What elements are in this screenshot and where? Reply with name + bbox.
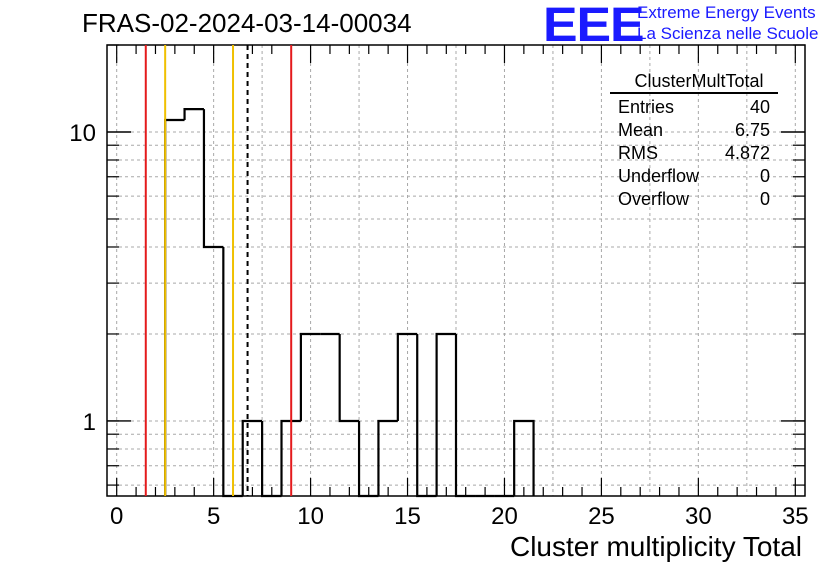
stats-row-underflow: Underflow 0 — [610, 165, 778, 188]
stats-row-overflow: Overflow 0 — [610, 188, 778, 211]
histogram-bin — [416, 333, 437, 498]
x-tick-label: 25 — [588, 503, 615, 530]
histogram-bin — [280, 419, 301, 496]
chart-title: FRAS-02-2024-03-14-00034 — [82, 8, 412, 38]
histogram-bin — [261, 420, 282, 498]
x-tick-label: 10 — [297, 503, 324, 530]
stats-divider — [610, 92, 778, 94]
histogram-bin — [357, 420, 379, 498]
stats-value: 40 — [749, 97, 770, 117]
y-tick-label: 1 — [83, 409, 96, 436]
stats-value: 4.872 — [724, 143, 770, 163]
stats-row-mean: Mean 6.75 — [610, 119, 778, 142]
stats-label: Mean — [618, 120, 664, 140]
y-tick-label: 10 — [69, 120, 96, 147]
x-tick-label: 30 — [685, 503, 712, 530]
histogram-bin — [396, 332, 418, 421]
histogram-bin — [183, 108, 204, 121]
stats-label: RMS — [618, 143, 658, 163]
histogram-bin — [222, 246, 243, 498]
stats-label: Entries — [618, 97, 675, 117]
logo-caption-line1: Extreme Energy Events — [637, 3, 816, 22]
histogram-bin — [435, 332, 456, 496]
histogram-bin — [338, 333, 360, 423]
x-tick-label: 5 — [207, 503, 220, 530]
x-axis-label: Cluster multiplicity Total — [509, 531, 802, 562]
stats-box: ClusterMultTotal Entries 40 Mean 6.75 RM… — [610, 70, 778, 211]
logo-caption-line2: La Scienza nelle Scuole — [637, 24, 819, 43]
x-tick-label: 15 — [394, 503, 421, 530]
eee-logo: EEE — [543, 0, 645, 52]
histogram-bin — [454, 333, 476, 498]
stats-title: ClusterMultTotal — [634, 71, 764, 91]
stats-value: 0 — [759, 189, 770, 209]
stats-label: Underflow — [618, 166, 700, 186]
stats-row-rms: RMS 4.872 — [610, 142, 778, 165]
stats-value: 6.75 — [734, 120, 770, 140]
histogram-bin — [241, 419, 263, 496]
histogram-bin — [377, 419, 398, 496]
histogram-bin — [202, 109, 224, 249]
stats-value: 0 — [759, 166, 770, 186]
x-tick-label: 35 — [782, 503, 809, 530]
histogram-bin — [513, 419, 535, 496]
stats-label: Overflow — [618, 189, 690, 209]
stats-row-entries: Entries 40 — [610, 96, 778, 119]
x-tick-label: 20 — [491, 503, 518, 530]
histogram-bin — [299, 332, 321, 421]
x-tick-label: 0 — [110, 503, 123, 530]
